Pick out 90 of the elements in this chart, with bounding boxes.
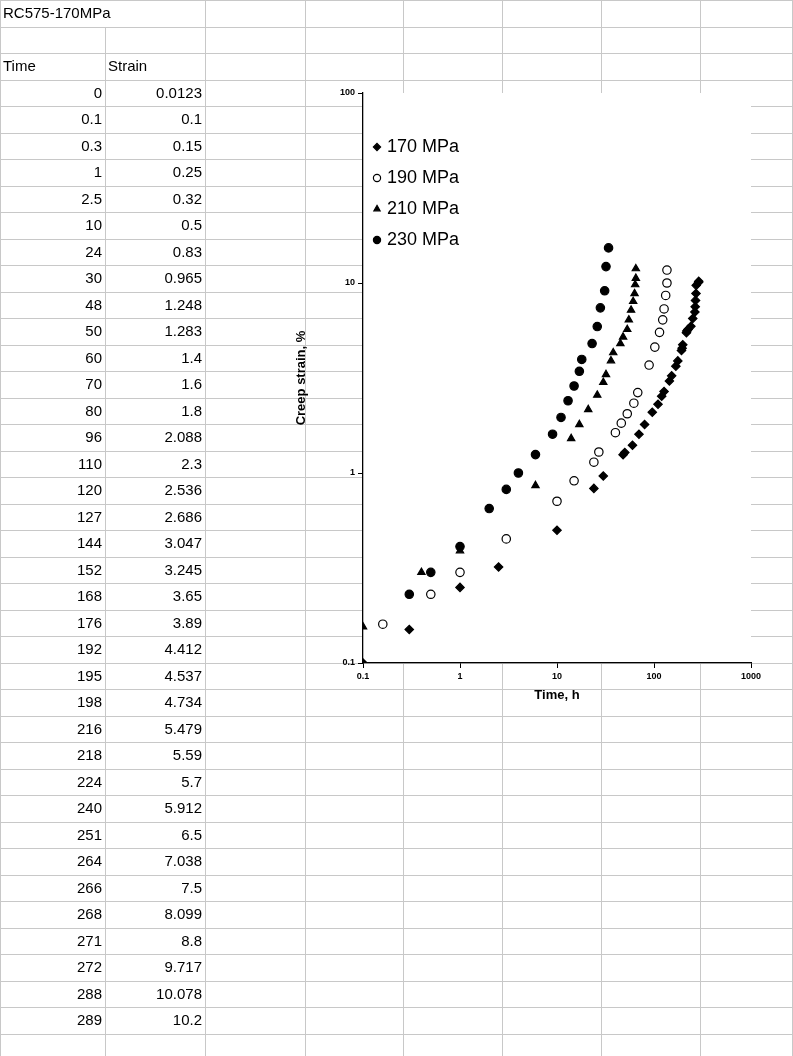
x-axis-title: Time, h [534,686,580,702]
legend-label: 170 MPa [387,135,461,156]
text: 0.3 [81,135,102,156]
text: 5.7 [181,771,202,792]
text: 2.686 [164,506,202,527]
text: 272 [76,957,102,977]
text: 9.717 [164,957,202,977]
text: 0.0123 [156,82,202,103]
text: 6.5 [181,824,202,845]
text: 4.537 [164,665,202,686]
text: 0 [93,82,102,103]
text: 0.965 [164,268,202,288]
text: 3.89 [172,612,202,633]
text: 127 [76,506,102,527]
text: 2.3 [181,453,202,474]
text: 7.038 [164,851,202,871]
text: 3.245 [164,559,202,580]
y-tick-label: 0.1 [342,657,355,668]
text: 176 [76,612,102,633]
text: 24 [85,241,102,262]
text: 5.912 [164,798,202,818]
text: 195 [76,665,102,686]
text: 50 [85,321,102,341]
text: 10 [85,215,102,235]
text: 10.2 [172,1010,202,1030]
text: 1.248 [164,294,202,315]
text: 0.25 [172,162,202,182]
text: 4.412 [164,639,202,659]
text: 120 [76,480,102,500]
text: 0.1 [81,109,102,129]
legend-label: 210 MPa [387,197,461,218]
text: 0.32 [172,188,202,209]
text: 10.078 [156,983,202,1004]
text: 271 [76,930,102,951]
text: 198 [76,692,102,712]
text: 192 [76,639,102,659]
text: 224 [76,771,102,792]
x-tick-label: 0.1 [356,670,370,681]
text: 4.734 [164,692,202,712]
text: 289 [76,1010,102,1030]
text: 80 [85,400,102,421]
legend-label: 230 MPa [387,228,461,249]
text: 8.8 [181,930,202,951]
text: 7.5 [181,877,202,898]
text: 288 [76,983,102,1004]
text: 268 [76,904,102,924]
text: RC575-170MPa [3,3,111,23]
x-tick-label: 1 [457,670,463,681]
text: 1.8 [181,400,202,421]
text: 60 [85,347,102,368]
y-tick-label: 10 [344,277,355,288]
text: 5.59 [172,745,202,765]
text: Time [3,56,36,76]
text: 96 [85,427,102,447]
text: 1.6 [181,374,202,394]
legend-label: 190 MPa [387,166,461,187]
text: 240 [76,798,102,818]
y-tick-label: 100 [339,87,355,98]
text: 0.15 [172,135,202,156]
y-axis-title: Creep strain, % [293,330,309,426]
text: 264 [76,851,102,871]
y-tick-label: 1 [349,467,355,478]
text: 3.047 [164,533,202,553]
text: 1.283 [164,321,202,341]
text: 0.5 [181,215,202,235]
x-tick-label: 1000 [740,670,762,681]
x-tick-label: 10 [551,670,563,681]
text: 2.088 [164,427,202,447]
text: 251 [76,824,102,845]
x-tick-label: 100 [646,670,662,681]
text: 266 [76,877,102,898]
text: 70 [85,374,102,394]
text: 152 [76,559,102,580]
text: 0.83 [172,241,202,262]
text: 48 [85,294,102,315]
text: 5.479 [164,718,202,739]
text: 30 [85,268,102,288]
text: 110 [78,453,102,474]
text: Strain [108,56,148,76]
text: 3.65 [172,586,202,606]
text: 216 [76,718,102,739]
text: 168 [76,586,102,606]
text: 218 [76,745,102,765]
text: 1 [93,162,102,182]
text: 8.099 [164,904,202,924]
text: 1.4 [181,347,202,368]
text: 2.536 [164,480,202,500]
text: 0.1 [181,109,202,129]
text: 144 [76,533,102,553]
text: 2.5 [81,188,102,209]
